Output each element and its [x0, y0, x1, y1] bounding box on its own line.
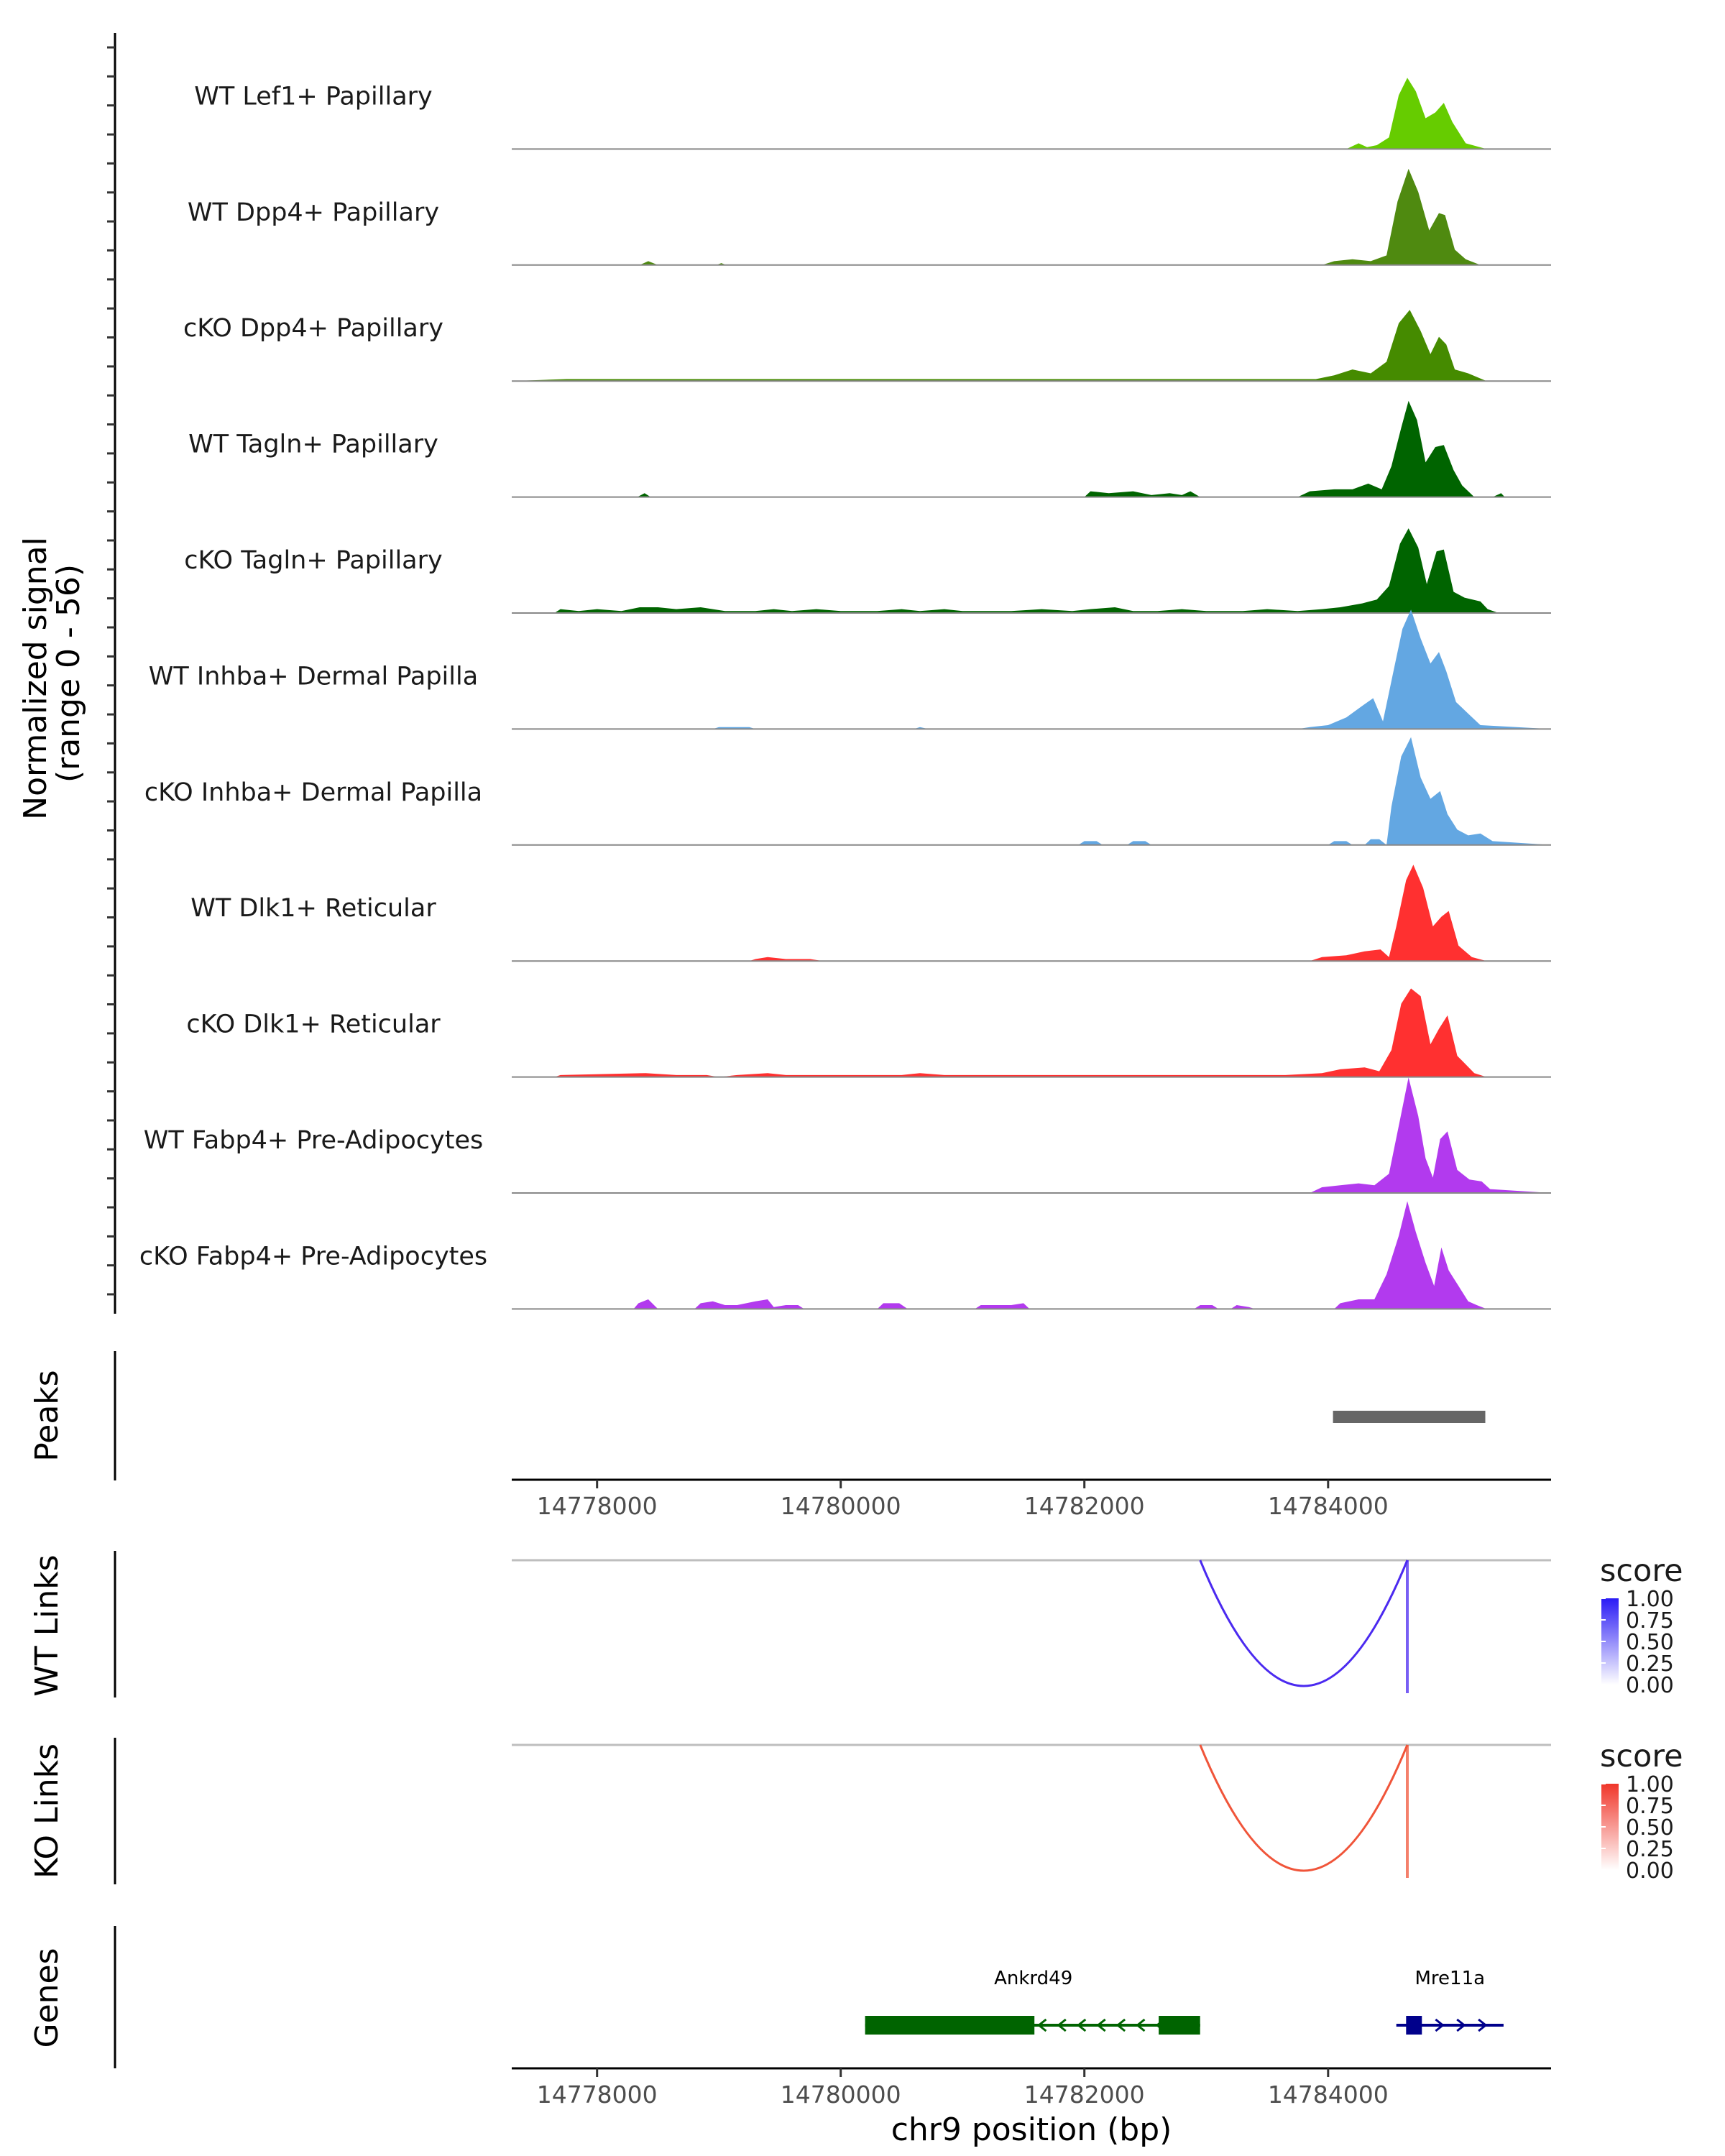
- coverage-track: cKO Dpp4+ Papillary: [183, 310, 1551, 382]
- coverage-area: [512, 168, 1551, 265]
- wt-links-panel: WT Links score 1.000.750.500.250.00: [29, 1551, 1683, 1698]
- ko-links-track-label: KO Links: [29, 1743, 65, 1879]
- gene-name-label: Mre11a: [1415, 1968, 1486, 1989]
- gene-exon: [1159, 2016, 1200, 2035]
- peak-region: [1333, 1411, 1486, 1423]
- gene-exon: [1406, 2016, 1422, 2035]
- coverage-track: WT Fabp4+ Pre-Adipocytes: [144, 1077, 1551, 1194]
- peak-regions: [1333, 1411, 1486, 1423]
- x-tick-label: 14778000: [537, 2081, 658, 2109]
- coverage-track: cKO Inhba+ Dermal Papilla: [144, 737, 1551, 846]
- gene-model: Ankrd49: [865, 1968, 1200, 2035]
- coverage-track-label: WT Tagln+ Papillary: [188, 430, 438, 459]
- coverage-area: [512, 1077, 1551, 1193]
- coverage-track: cKO Tagln+ Papillary: [184, 528, 1551, 614]
- strand-arrow: [1456, 2018, 1466, 2032]
- peaks-panel: Peaks 14778000 14780000 14782000 14784000: [29, 1351, 1551, 1520]
- coverage-track: cKO Fabp4+ Pre-Adipocytes: [139, 1201, 1551, 1310]
- link-arc: [1199, 1744, 1409, 1872]
- strand-arrow: [1036, 2018, 1047, 2032]
- x-tick-label: 14780000: [781, 2081, 901, 2109]
- wt-score-legend: score 1.000.750.500.250.00: [1600, 1553, 1683, 1698]
- coverage-area: [512, 310, 1551, 382]
- coverage-track-label: WT Fabp4+ Pre-Adipocytes: [144, 1126, 483, 1155]
- coverage-ylabel: Normalized signal (range 0 - 56): [17, 527, 87, 820]
- strand-arrow: [1116, 2018, 1126, 2032]
- coverage-track-label: WT Dpp4+ Papillary: [188, 198, 439, 227]
- x-tick-label: 14784000: [1268, 1492, 1389, 1520]
- link-arc: [1199, 1560, 1409, 1687]
- coverage-area: [512, 400, 1551, 497]
- coverage-area: [512, 737, 1551, 845]
- coverage-track-label: cKO Inhba+ Dermal Papilla: [144, 778, 482, 807]
- coverage-track-label: WT Lef1+ Papillary: [194, 82, 433, 111]
- peaks-x-axis-ticks: 14778000 14780000 14782000 14784000: [537, 1480, 1389, 1520]
- coverage-area: [512, 528, 1551, 613]
- coverage-track-label: cKO Dlk1+ Reticular: [186, 1010, 441, 1039]
- coverage-track: cKO Dlk1+ Reticular: [186, 988, 1551, 1078]
- x-axis-title: chr9 position (bp): [891, 2111, 1172, 2148]
- ko-link-arcs: [1199, 1744, 1409, 1878]
- coverage-track-label: WT Dlk1+ Reticular: [190, 894, 436, 923]
- coverage-track: WT Dlk1+ Reticular: [190, 865, 1551, 962]
- coverage-area: [512, 609, 1551, 729]
- coverage-area: [512, 1201, 1551, 1309]
- coverage-axis-ticks: [107, 46, 115, 1296]
- legend-tick-label: 0.25: [1626, 1651, 1674, 1677]
- gene-models: Ankrd49 Mre11a: [865, 1968, 1504, 2035]
- wt-links-track-label: WT Links: [29, 1554, 65, 1696]
- coverage-area: [512, 865, 1551, 962]
- x-tick-label: 14782000: [1024, 2081, 1145, 2109]
- x-tick-label: 14782000: [1024, 1492, 1145, 1520]
- strand-arrow: [1136, 2018, 1146, 2032]
- coverage-area: [512, 988, 1551, 1077]
- legend-tick-label: 0.75: [1626, 1608, 1674, 1634]
- gene-name-label: Ankrd49: [994, 1968, 1072, 1989]
- coverage-track: WT Dpp4+ Papillary: [188, 168, 1551, 266]
- gene-model: Mre11a: [1396, 1968, 1504, 2035]
- coverage-track: WT Tagln+ Papillary: [188, 400, 1551, 498]
- wt-legend-title: score: [1600, 1553, 1683, 1589]
- coverage-track-label: cKO Fabp4+ Pre-Adipocytes: [139, 1242, 487, 1271]
- strand-arrow: [1096, 2018, 1106, 2032]
- coverage-area: [512, 78, 1551, 149]
- wt-link-arcs: [1199, 1560, 1409, 1693]
- legend-tick-label: 1.00: [1626, 1587, 1674, 1612]
- x-tick-label: 14780000: [781, 1492, 901, 1520]
- strand-arrow: [1435, 2018, 1445, 2032]
- genes-x-axis-ticks: 14778000 14780000 14782000 14784000: [537, 2068, 1389, 2109]
- legend-tick-label: 0.00: [1626, 1673, 1674, 1698]
- legend-tick-label: 1.00: [1626, 1772, 1674, 1797]
- legend-tick-label: 0.50: [1626, 1815, 1674, 1841]
- genes-panel: Genes Ankrd49 Mre11a 14778000 14780000 1478…: [29, 1926, 1551, 2148]
- legend-tick-label: 0.00: [1626, 1858, 1674, 1884]
- genes-track-label: Genes: [29, 1948, 65, 2047]
- coverage-track-label: cKO Dpp4+ Papillary: [183, 314, 443, 343]
- legend-tick-label: 0.75: [1626, 1794, 1674, 1819]
- strand-arrow: [1478, 2018, 1488, 2032]
- coverage-track-label: WT Inhba+ Dermal Papilla: [149, 662, 478, 691]
- coverage-panel: Normalized signal (range 0 - 56) WT Lef1…: [17, 33, 1551, 1314]
- strand-arrow: [1076, 2018, 1087, 2032]
- x-tick-label: 14784000: [1268, 2081, 1389, 2109]
- legend-tick-label: 0.25: [1626, 1837, 1674, 1862]
- ko-score-legend: score 1.000.750.500.250.00: [1600, 1738, 1683, 1884]
- strand-arrow: [1057, 2018, 1067, 2032]
- gene-exon: [865, 2016, 1035, 2035]
- coverage-track-label: cKO Tagln+ Papillary: [184, 546, 443, 575]
- legend-tick-label: 0.50: [1626, 1630, 1674, 1655]
- ko-links-panel: KO Links score 1.000.750.500.250.00: [29, 1738, 1683, 1884]
- coverage-track: WT Inhba+ Dermal Papilla: [149, 609, 1551, 730]
- peaks-track-label: Peaks: [29, 1370, 65, 1461]
- coverage-track: WT Lef1+ Papillary: [194, 78, 1551, 150]
- x-tick-label: 14778000: [537, 1492, 658, 1520]
- ko-legend-title: score: [1600, 1738, 1683, 1774]
- coverage-tracks: WT Lef1+ Papillary WT Dpp4+ Papillary cKO …: [139, 78, 1551, 1310]
